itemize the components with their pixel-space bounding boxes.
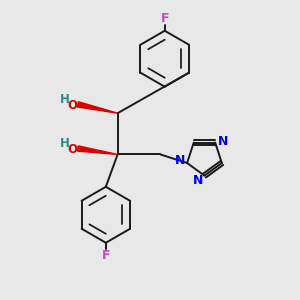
Text: N: N: [193, 173, 203, 187]
Text: F: F: [160, 12, 169, 25]
Text: N: N: [218, 135, 228, 148]
Polygon shape: [77, 146, 118, 154]
Text: O: O: [68, 99, 78, 112]
Text: O: O: [68, 143, 78, 156]
Text: F: F: [102, 249, 110, 262]
Text: H: H: [60, 93, 70, 106]
Polygon shape: [77, 102, 118, 113]
Text: N: N: [175, 154, 185, 167]
Text: H: H: [60, 137, 70, 150]
